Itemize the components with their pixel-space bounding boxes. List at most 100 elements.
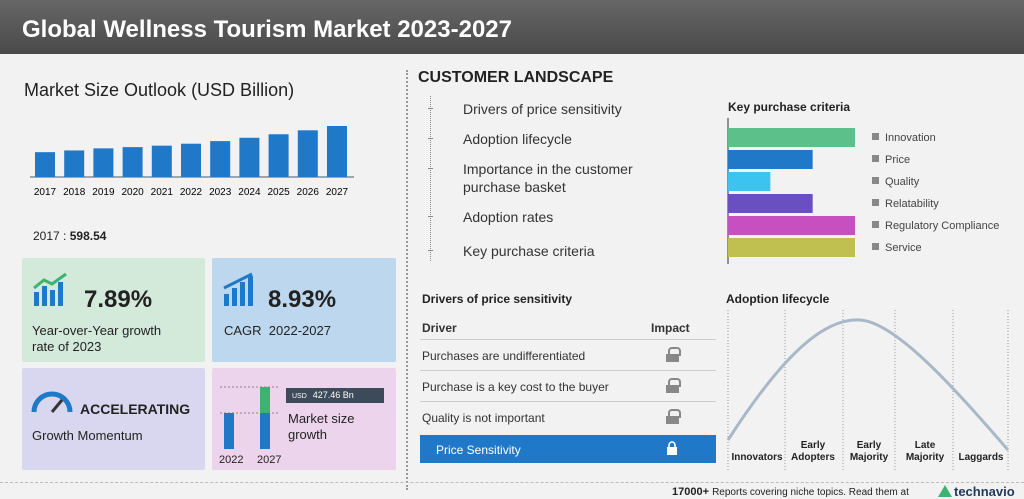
- row-line: [420, 370, 716, 371]
- table-cell: Purchases are undifferentiated: [422, 349, 586, 363]
- highlight-text: Price Sensitivity: [436, 443, 521, 457]
- legend-label: Service: [885, 242, 922, 254]
- list-bullet: [428, 216, 433, 218]
- header: [0, 0, 1024, 54]
- first-value: 2017 : 598.54: [33, 229, 106, 243]
- first-year: 2017: [33, 229, 60, 243]
- card-momentum: [22, 368, 205, 470]
- bar: [728, 172, 771, 191]
- bar: [728, 194, 813, 213]
- legend-swatch: [872, 199, 879, 206]
- list-bullet: [428, 138, 433, 140]
- x-tick-label: 2023: [209, 187, 232, 198]
- market-title: Market Size Outlook (USD Billion): [24, 80, 295, 100]
- growth-year: 2022: [219, 454, 244, 466]
- card-growth: [212, 368, 396, 470]
- bar: [122, 147, 143, 177]
- legend-label: Relatability: [885, 198, 939, 210]
- icon: [31, 391, 73, 413]
- kpc-chart: Innovation Price Quality Relatability Regula…: [727, 118, 999, 264]
- growth-year: 2027: [257, 454, 282, 466]
- x-tick-label: 2017: [34, 187, 57, 198]
- lock-icon: [666, 416, 679, 424]
- legend-swatch: [872, 177, 879, 184]
- highlight-row: [420, 435, 716, 463]
- x-tick-label: 2018: [63, 187, 86, 198]
- lock-icon: [668, 409, 681, 418]
- card-cagr: [212, 258, 396, 362]
- list-bullet: [428, 168, 433, 170]
- x-tick-label: 2019: [92, 187, 115, 198]
- list-item: Importance in the customer purchase bask…: [463, 161, 633, 195]
- bar: [151, 145, 172, 177]
- footer: 17000+ Reports covering niche topics. Re…: [672, 486, 909, 498]
- bar: [93, 148, 114, 177]
- drivers-title: Drivers of price sensitivity: [422, 292, 573, 306]
- legend-swatch: [872, 221, 879, 228]
- table-cell: Purchase is a key cost to the buyer: [422, 380, 609, 394]
- lock-icon: [668, 347, 681, 356]
- bar: [35, 152, 55, 177]
- bar: [728, 216, 855, 235]
- cagr-label: CAGR 2022-2027: [224, 323, 331, 338]
- list-bullet: [428, 108, 433, 110]
- icon: [33, 272, 67, 306]
- list-line: [430, 96, 431, 261]
- card-yoy: [22, 258, 205, 362]
- x-tick-label: 2021: [151, 187, 174, 198]
- list-item: Drivers of price sensitivity: [463, 101, 622, 117]
- stage-label: Early Adopters: [791, 440, 835, 463]
- cagr-value: 8.93%: [268, 286, 337, 313]
- divider: [406, 70, 408, 490]
- growth-label: Market size growth: [288, 411, 355, 442]
- row-line: [420, 401, 716, 402]
- adoption-curve: [726, 310, 1010, 470]
- brand: technavio: [954, 484, 1015, 499]
- legend-label: Price: [885, 154, 910, 166]
- table-cell: Quality is not important: [422, 411, 545, 425]
- legend-label: Regulatory Compliance: [885, 220, 999, 232]
- market-chart: 2017 2018 2019 2020 2021 2022 2023 2024 2025 2026…: [30, 126, 354, 198]
- footer-line: [0, 482, 1024, 483]
- list-item: Adoption rates: [463, 209, 554, 225]
- row-line: [420, 339, 716, 340]
- legend-swatch: [872, 155, 879, 162]
- icon: [223, 272, 253, 306]
- bar: [239, 137, 260, 177]
- list-bullet: [428, 250, 433, 252]
- growth-badge: USD 427.46 Bn: [286, 388, 384, 403]
- footer-count: 17000+: [672, 486, 710, 498]
- list-item: Adoption lifecycle: [463, 131, 572, 147]
- bar: [64, 150, 85, 177]
- growth-icon: [220, 386, 280, 449]
- th-impact: Impact: [651, 321, 690, 335]
- x-tick-label: 2027: [326, 187, 349, 198]
- badge-value: 427.46 Bn: [312, 390, 354, 400]
- x-tick-label: 2025: [267, 187, 290, 198]
- bar: [210, 141, 231, 177]
- stage-label: Late Majority: [905, 440, 945, 463]
- adoption-title: Adoption lifecycle: [726, 292, 830, 306]
- lock-icon: [668, 378, 681, 387]
- list-item: Key purchase criteria: [463, 243, 595, 259]
- footer-text: Reports covering niche topics. Read them…: [712, 487, 909, 498]
- landscape-title: CUSTOMER LANDSCAPE: [418, 69, 614, 86]
- momentum-label: Growth Momentum: [32, 428, 143, 443]
- x-tick-label: 2020: [121, 187, 144, 198]
- x-tick-label: 2024: [238, 187, 261, 198]
- bar: [327, 126, 347, 177]
- momentum-value: ACCELERATING: [80, 401, 191, 417]
- legend-swatch: [872, 243, 879, 250]
- stage-label: Early Majority: [849, 440, 889, 463]
- legend-label: Innovation: [885, 132, 936, 144]
- bar: [728, 128, 855, 147]
- lock-icon: [666, 354, 679, 362]
- x-tick-label: 2022: [180, 187, 203, 198]
- kpc-title: Key purchase criteria: [728, 100, 851, 114]
- th-driver: Driver: [422, 321, 457, 335]
- lock-icon: [667, 441, 677, 455]
- stage-label: Innovators: [731, 452, 783, 463]
- stage-label: Laggards: [958, 452, 1004, 463]
- lock-icon: [666, 385, 679, 393]
